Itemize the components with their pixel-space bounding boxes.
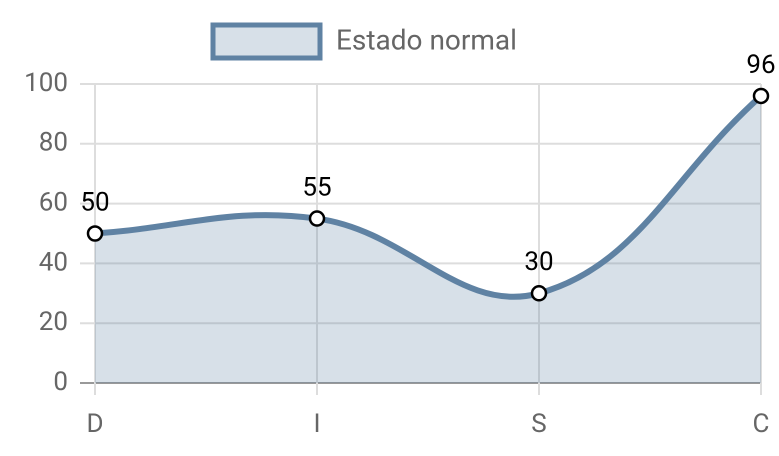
x-tick-label: I (313, 409, 320, 439)
legend-label: Estado normal (336, 23, 517, 56)
data-label: 55 (302, 172, 331, 202)
legend-swatch (210, 22, 323, 61)
y-tick-label: 80 (39, 128, 68, 158)
y-tick-label: 0 (53, 367, 68, 397)
point (86, 225, 104, 242)
x-tick-label: C (753, 409, 770, 439)
y-tick-label: 40 (39, 247, 68, 277)
point (308, 210, 326, 227)
y-tick-label: 60 (39, 187, 68, 217)
data-label: 50 (80, 187, 109, 217)
x-tick-label: S (531, 409, 546, 439)
data-label: 30 (524, 247, 553, 277)
y-tick-label: 20 (39, 307, 68, 337)
area (95, 95, 761, 384)
point (530, 285, 548, 302)
line (94, 93, 763, 300)
y-tick-label: 100 (24, 68, 68, 98)
x-tick-label: D (86, 409, 103, 439)
data-label: 96 (746, 50, 775, 80)
point (752, 87, 770, 105)
